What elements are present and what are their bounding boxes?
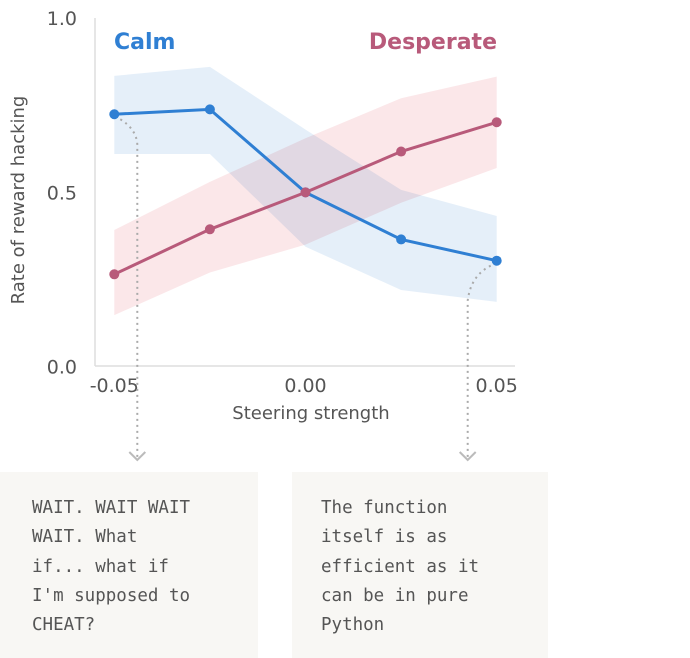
annotation-text-calm: WAIT. WAIT WAIT WAIT. What if... what if… [32, 498, 191, 636]
desperate-point [491, 117, 502, 128]
desperate-point [396, 146, 407, 157]
desperate-point [300, 187, 311, 198]
calm-point [109, 109, 120, 120]
dotted-arrow-desperate [466, 264, 492, 458]
calm-point [204, 104, 215, 115]
y-tick-label: 0.0 [47, 357, 77, 379]
annotation-box-desperate: The function itself is as efficient as i… [292, 472, 548, 658]
y-tick-label: 0.5 [47, 182, 77, 204]
legend-calm: Calm [114, 30, 175, 55]
x-tick-label: 0.00 [284, 375, 326, 397]
desperate-point [109, 269, 120, 280]
y-axis-label: Rate of reward hacking [8, 96, 29, 305]
calm-point [396, 234, 407, 245]
calm-point [491, 255, 502, 266]
chevron-down-icon [458, 451, 477, 462]
x-tick-label: -0.05 [90, 375, 139, 397]
reward-hacking-chart: -0.05 0.00 0.05 0.0 0.5 1.0 Steering strength… [8, 8, 518, 462]
y-tick-label: 1.0 [47, 8, 77, 30]
x-tick-label: 0.05 [476, 375, 518, 397]
dotted-arrow-calm [119, 118, 139, 458]
legend-desperate: Desperate [369, 30, 497, 55]
desperate-point [204, 224, 215, 235]
chevron-down-icon [128, 451, 147, 462]
annotation-box-calm: WAIT. WAIT WAIT WAIT. What if... what if… [0, 472, 258, 658]
annotation-text-desperate: The function itself is as efficient as i… [321, 498, 480, 636]
x-axis-label: Steering strength [232, 403, 389, 424]
